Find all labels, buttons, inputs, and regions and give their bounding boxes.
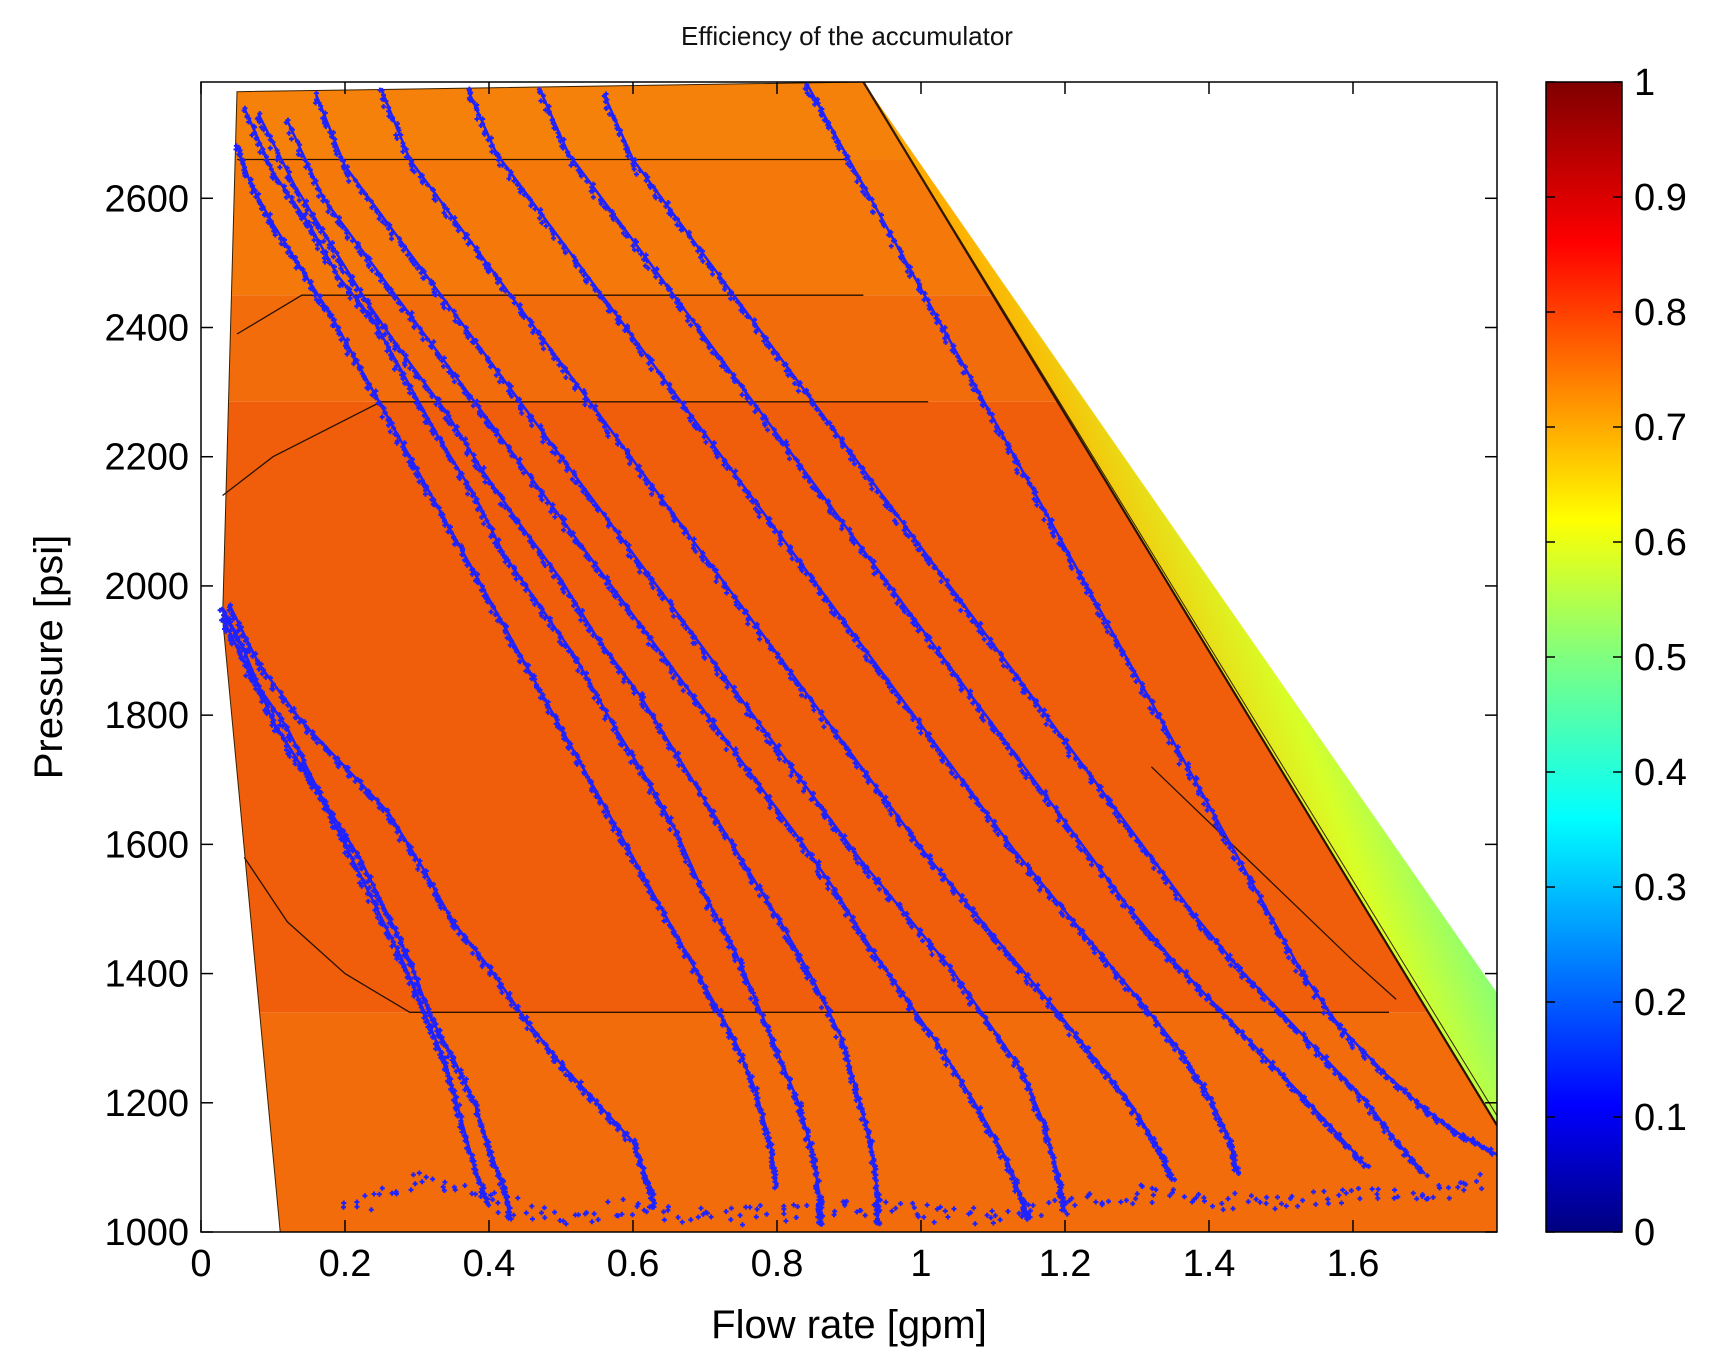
x-tick-label: 1.6 [1327,1243,1380,1285]
x-tick-label: 1.2 [1039,1243,1092,1285]
series-line [221,607,512,1220]
colorbar-tick-label: 1 [1634,62,1655,104]
series-9 [536,86,1372,1169]
x-tick-label: 1.4 [1183,1243,1236,1285]
series-13 [219,617,492,1208]
x-axis-label: Flow rate [gpm] [711,1303,987,1347]
series-3 [241,105,826,1227]
series-10 [802,82,1497,1157]
y-tick-label: 2600 [104,178,189,220]
contour-line-2 [236,294,864,335]
series-12 [233,143,779,1191]
contour-line-3 [222,401,929,497]
y-axis-ticks: 1000 1200 1400 1600 1800 2000 2200 2400 2600 [104,178,1497,1254]
x-tick-label: 0.2 [319,1243,372,1285]
y-tick-label: 2400 [104,308,189,350]
series-8 [466,86,1242,1176]
operating-point-series [217,82,1497,1228]
series-line [466,87,1240,1175]
x-tick-label: 1 [910,1243,931,1285]
colorbar [1545,81,1623,1233]
series-line [243,107,822,1226]
x-tick-label: 0.6 [607,1243,660,1285]
colorbar-tick-label: 0.8 [1634,292,1687,334]
colorbar-tick-label: 0.9 [1634,177,1687,219]
series-line [235,146,779,1187]
series-line [286,120,1031,1220]
series-11 [601,91,1430,1179]
series-7 [377,87,1178,1183]
contour-line-4 [243,856,1389,1013]
colorbar-tick-label: 0.1 [1634,1097,1687,1139]
series-line [804,82,1497,1156]
chart-title: Efficiency of the accumulator [681,21,1013,51]
contour-line-6 [862,82,1497,1126]
series-line [379,88,1175,1181]
colorbar-tick-label: 0.2 [1634,982,1687,1024]
series-markers [341,1170,1485,1228]
y-tick-label: 2200 [104,437,189,479]
y-tick-label: 1000 [104,1212,189,1254]
x-tick-label: 0.8 [751,1243,804,1285]
colorbar-tick-label: 0.4 [1634,752,1687,794]
plot-frame [200,81,1498,1233]
series-6 [313,90,1070,1217]
x-tick-label: 0.4 [463,1243,516,1285]
series-line [603,94,1426,1175]
series-line [315,94,1067,1213]
contour-lines [222,82,1497,1126]
series-4 [254,111,883,1227]
colorbar-tick-label: 0 [1634,1212,1655,1254]
series-2 [226,602,657,1210]
y-tick-label: 1200 [104,1083,189,1125]
colorbar-tick-label: 0.3 [1634,867,1687,909]
y-axis-label: Pressure [psi] [27,535,71,780]
x-axis-ticks: 0 0.2 0.4 0.6 0.8 1 1.2 1.4 1.6 [190,82,1379,1285]
x-tick-label: 0 [190,1243,211,1285]
colorbar-tick-label: 0.7 [1634,407,1687,449]
series-line [257,113,880,1226]
series-line [221,617,491,1207]
colorbar-tick-label: 0.6 [1634,522,1687,564]
series-5 [283,117,1033,1222]
y-tick-label: 2000 [104,566,189,608]
y-tick-label: 1600 [104,824,189,866]
colorbar-ticks: 0 0.1 0.2 0.3 0.4 0.5 0.6 0.7 0.8 0.9 1 [1546,62,1687,1254]
y-tick-label: 1800 [104,695,189,737]
series-14 [341,1170,1485,1228]
colorbar-tick-label: 0.5 [1634,637,1687,679]
series-line [228,604,656,1207]
y-tick-label: 1400 [104,954,189,996]
series-line [538,87,1369,1169]
